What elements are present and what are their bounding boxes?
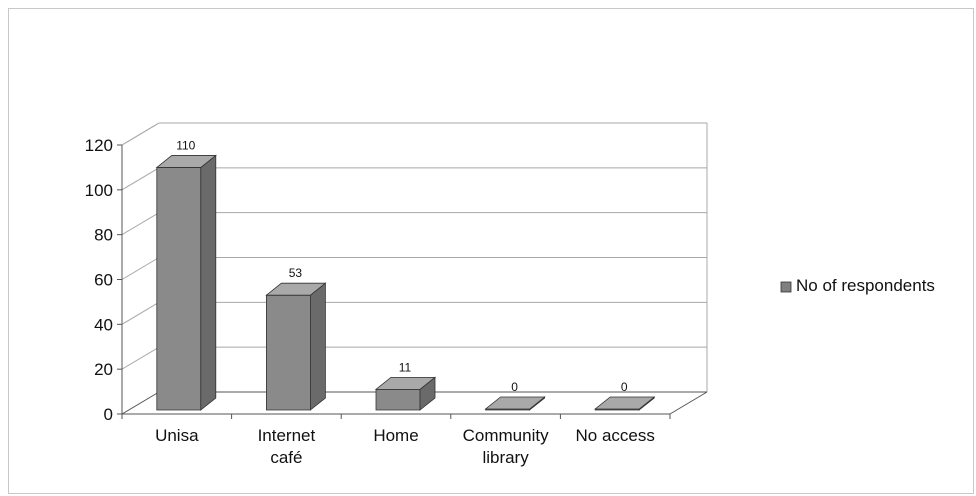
bar-side bbox=[309, 282, 326, 411]
gridline-side-80 bbox=[121, 212, 160, 236]
data-label: 110 bbox=[176, 138, 195, 152]
y-tick-label-80: 80 bbox=[94, 226, 113, 245]
bar-2 bbox=[265, 282, 327, 411]
bar-side bbox=[200, 154, 217, 411]
labels: 0 20 40 60 80 100 120 110 Unisa 53 Internet café 11 H… bbox=[85, 136, 655, 467]
bar-5 bbox=[594, 396, 656, 411]
category-label: Home bbox=[373, 426, 418, 445]
y-tick-label-100: 100 bbox=[85, 181, 113, 200]
data-label: 0 bbox=[621, 380, 628, 394]
data-label: 53 bbox=[289, 266, 303, 280]
bar-top bbox=[155, 155, 217, 168]
bar-1 bbox=[155, 154, 217, 411]
axes bbox=[117, 144, 671, 419]
bar-front bbox=[375, 388, 421, 411]
gridlines bbox=[121, 122, 708, 415]
floor-left bbox=[121, 391, 160, 415]
data-label: 11 bbox=[399, 360, 412, 374]
bar-3 bbox=[374, 376, 437, 411]
bars bbox=[155, 154, 656, 411]
y-tick-label-20: 20 bbox=[94, 360, 113, 379]
data-label: 0 bbox=[511, 380, 518, 394]
category-label: Community library bbox=[463, 426, 549, 467]
legend-label: No of respondents bbox=[796, 276, 935, 295]
y-tick-label-40: 40 bbox=[94, 315, 113, 334]
y-tick-label-120: 120 bbox=[85, 136, 113, 155]
bar-4 bbox=[484, 396, 546, 411]
bar-front bbox=[156, 167, 202, 411]
legend-swatch bbox=[780, 281, 792, 293]
gridline-side-60 bbox=[121, 257, 160, 280]
y-tick-label-60: 60 bbox=[94, 271, 113, 290]
category-label: Unisa bbox=[155, 426, 199, 445]
y-tick-label-0: 0 bbox=[104, 405, 113, 424]
bar-top bbox=[374, 376, 437, 390]
legend: No of respondents bbox=[780, 276, 935, 295]
category-label: Internet café bbox=[258, 426, 316, 467]
bar-top bbox=[594, 396, 656, 410]
gridline-side-40 bbox=[121, 301, 160, 325]
category-label: No access bbox=[576, 426, 655, 445]
bar-front bbox=[265, 294, 311, 411]
gridline-side-20 bbox=[121, 346, 160, 370]
gridline-side-100 bbox=[121, 167, 160, 191]
bar-top bbox=[484, 396, 546, 410]
bar-top bbox=[265, 282, 327, 296]
gridline-side-120 bbox=[121, 122, 160, 146]
floor-right bbox=[669, 391, 708, 415]
